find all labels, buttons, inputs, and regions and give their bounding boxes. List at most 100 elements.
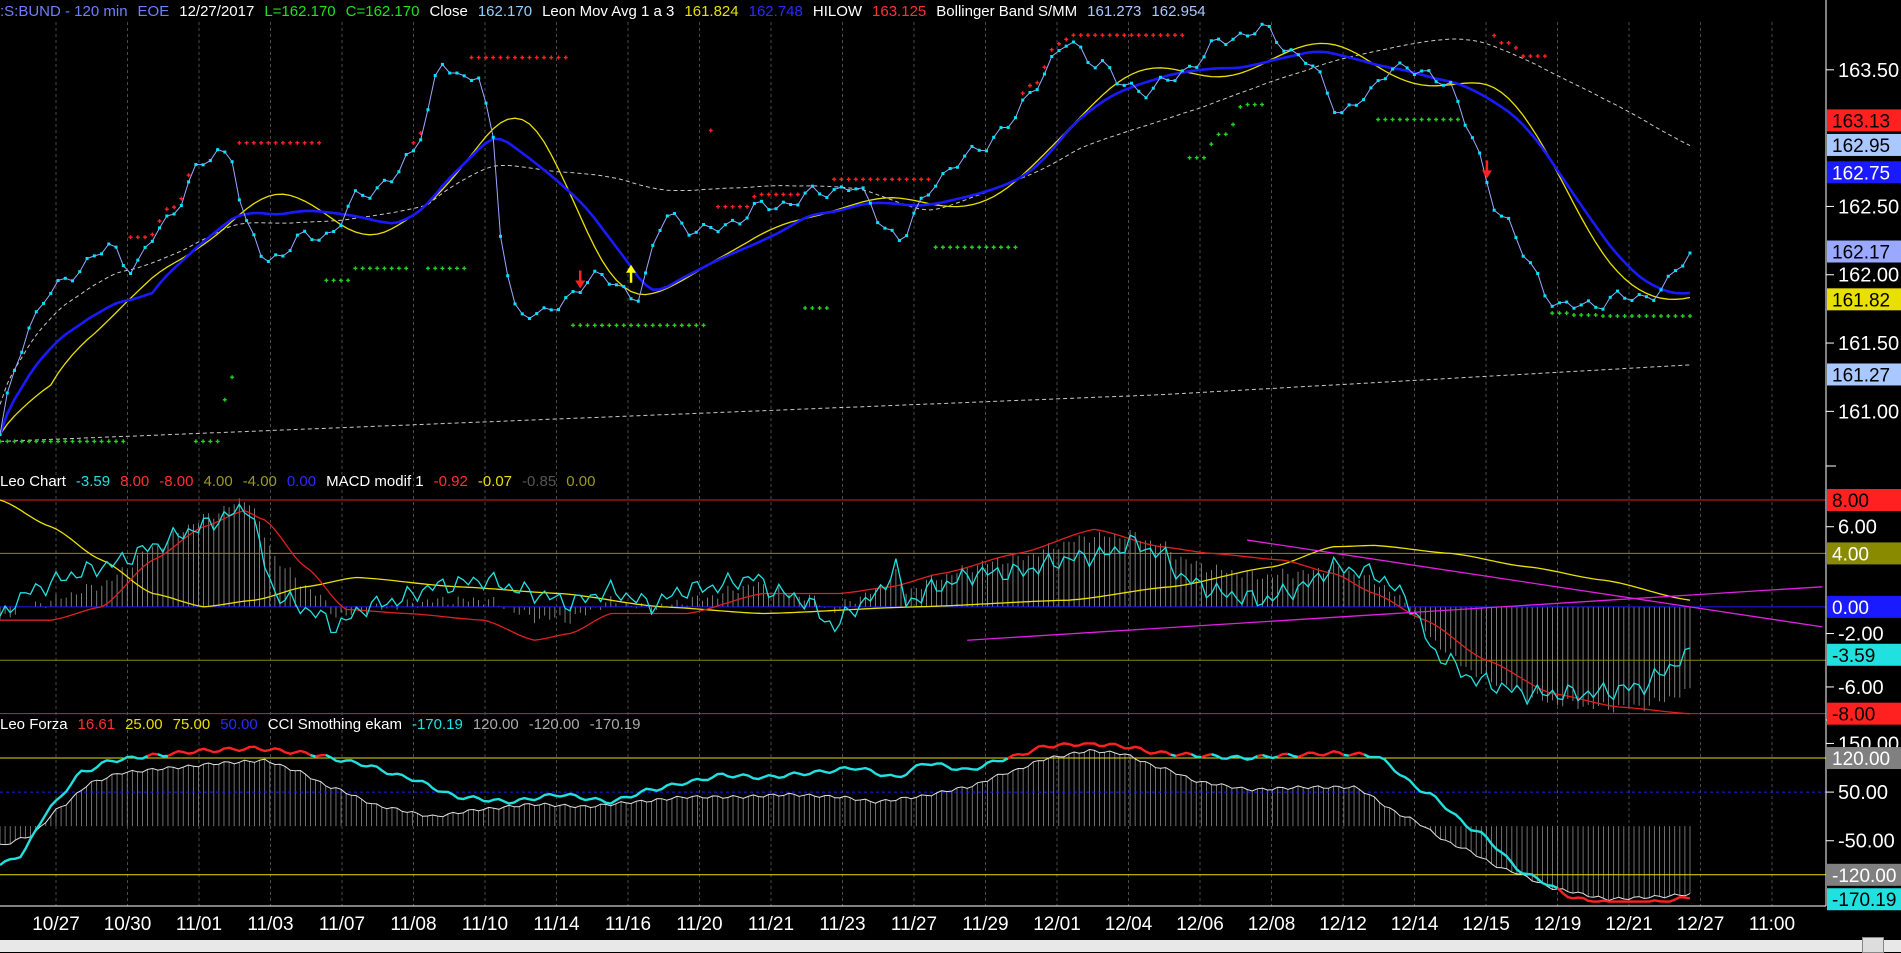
leo-chart-label: Leo Chart (0, 473, 66, 490)
hilow-support-mark (1245, 102, 1250, 107)
close-price-point (1688, 251, 1692, 255)
close-price-point (1108, 66, 1112, 70)
close-price-point (13, 368, 17, 372)
close-price-point (593, 269, 597, 273)
close-price-point (332, 230, 336, 234)
hilow-support-mark (1615, 314, 1620, 319)
hilow-support-mark (5, 439, 10, 444)
close-price-point (484, 101, 488, 105)
close-price-point (288, 249, 292, 253)
hilow-resistance-mark (541, 55, 546, 60)
close-price-point (1456, 99, 1460, 103)
hilow-resistance-mark (172, 205, 177, 210)
hilow-support-mark (621, 323, 626, 328)
x-tick-label: 12/27 (1677, 914, 1725, 935)
close-price-point (1463, 123, 1467, 127)
x-tick-label: 12/21 (1605, 914, 1653, 935)
close-price-point (426, 108, 430, 112)
hilow-resistance-mark (1100, 33, 1105, 38)
hilow-resistance-mark (708, 128, 713, 133)
close-price-point (1637, 293, 1641, 297)
close-price-point (1427, 69, 1431, 73)
hilow-support-mark (70, 439, 75, 444)
hilow-resistance-mark (1064, 37, 1069, 42)
close-price-point (556, 308, 560, 312)
hilow-label: HILOW (812, 3, 863, 20)
close-price-point (1093, 66, 1097, 70)
close-price-point (1412, 72, 1416, 76)
hilow-resistance-mark (1085, 33, 1090, 38)
hilow-support-mark (92, 439, 97, 444)
close-price-point (767, 208, 771, 212)
hilow-support-mark (77, 439, 82, 444)
close-price-point (1086, 60, 1090, 64)
macd-v3: -0.85 (522, 473, 557, 490)
close-price-point (934, 184, 938, 188)
cci-smoothing-line (310, 754, 316, 758)
x-tick-label: 11/16 (605, 914, 651, 935)
close-price-point (1246, 34, 1250, 38)
hilow-resistance-mark (520, 55, 525, 60)
close-price-point (85, 256, 89, 260)
hilow-support-mark (99, 439, 104, 444)
close-price-point (1166, 78, 1170, 82)
hilow-resistance-mark (505, 55, 510, 60)
hilow-support-mark (1673, 314, 1678, 319)
hilow-resistance-mark (759, 192, 764, 197)
cci-label: CCI Smothing ekam (267, 716, 402, 733)
cci-smoothing-line (315, 753, 326, 758)
hilow-support-mark (585, 323, 590, 328)
close-price-point (738, 222, 742, 226)
hilow-support-mark (1194, 155, 1199, 160)
leo-v4: 4.00 (203, 473, 233, 490)
close-price-point (42, 301, 46, 305)
close-price-point (1369, 86, 1373, 90)
close-price-point (63, 276, 67, 280)
x-tick-label: 11/20 (676, 914, 722, 935)
hilow-support-mark (454, 266, 459, 271)
close-price-point (303, 229, 307, 233)
close-price-point (1449, 80, 1453, 84)
cci-smoothing-line (1190, 753, 1202, 759)
hilow-support-mark (1557, 311, 1562, 316)
close-price-point (810, 184, 814, 188)
hilow-resistance-mark (1165, 33, 1170, 38)
hilow-support-mark (12, 439, 17, 444)
value-badge (1827, 240, 1901, 263)
scroll-corner-button[interactable] (1862, 937, 1884, 953)
hilow-resistance-mark (1151, 33, 1156, 38)
hilow-support-mark (1622, 314, 1627, 319)
hilow-support-mark (1202, 155, 1207, 160)
hilow-resistance-mark (1304, 15, 1308, 19)
close-price-point (1282, 49, 1286, 53)
leo-v6: 0.00 (286, 473, 317, 490)
close-price-point (629, 297, 633, 301)
horizontal-scrollbar[interactable] (0, 940, 1901, 952)
hilow-support-mark (1550, 311, 1555, 316)
macd-v4: 0.00 (566, 473, 596, 490)
cci-smoothing-line (1556, 887, 1691, 903)
hilow-support-mark (614, 323, 619, 328)
hilow-resistance-mark (251, 140, 256, 145)
close-price-point (796, 203, 800, 207)
x-tick-label: 12/08 (1248, 914, 1296, 935)
close-price-point (977, 148, 981, 152)
close-price-point (1543, 294, 1547, 298)
close-eq-label: C=162.170 (345, 3, 420, 20)
yellow-moving-average (0, 42, 1691, 435)
hilow-resistance-mark (411, 140, 416, 145)
close-price-point (1159, 75, 1163, 79)
macd-yellow-line (0, 499, 1691, 615)
hilow-support-mark (360, 266, 365, 271)
hilow-support-mark (114, 439, 119, 444)
leo-chart-panel (0, 499, 1826, 715)
x-tick-label: 11/27 (891, 914, 937, 935)
hilow-resistance-mark (1122, 33, 1127, 38)
close-price-point (1144, 96, 1148, 100)
close-price-point (150, 239, 154, 243)
close-price-point (433, 74, 437, 78)
x-tick-label: 12/15 (1462, 914, 1510, 935)
hilow-resistance-mark (483, 55, 488, 60)
close-price-point (955, 165, 959, 169)
hilow-support-mark (425, 266, 430, 271)
